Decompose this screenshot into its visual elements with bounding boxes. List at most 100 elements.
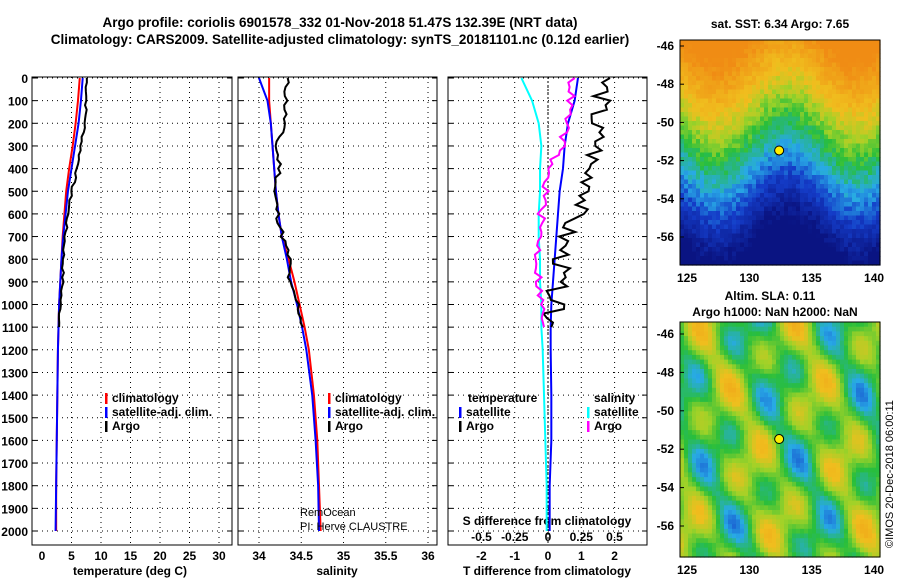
difference-line-2 [520,77,548,531]
x2-tick-label: 0 [545,530,552,544]
temperature-legend-swatch [105,393,108,404]
salinity-line-1 [258,77,320,532]
y-tick-label: 500 [8,185,28,199]
temperature-line-1 [54,77,84,532]
y-tick-label: 200 [8,117,28,131]
sst-map-x-tick: 140 [864,271,884,285]
x-tick-label: 35.5 [374,549,398,563]
sla-map-argo-marker [774,434,785,445]
x-tick-label: 25 [183,549,197,563]
x-tick-label: 5 [68,549,75,563]
sst-map-x-tick: 130 [739,271,759,285]
sst-map-argo-marker [774,145,785,156]
sla-map-y-tick: -50 [657,404,675,418]
salinity-line-0 [268,78,322,532]
legend-title-salinity: salinity [594,391,636,405]
sla-map-y-tick: -48 [657,365,675,379]
y-tick-label: 1200 [1,344,28,358]
x-tick-label: -2 [476,549,487,563]
y-tick-label: 800 [8,253,28,267]
sst-map-y-tick: -54 [657,192,675,206]
temperature-line-2 [57,77,88,328]
temperature-legend-label: satellite-adj. clim. [112,405,212,419]
y-tick-label: 1300 [1,366,28,380]
temperature-legend-label: climatology [112,391,179,405]
sdiff-legend-swatch [587,407,590,418]
sla-map-title-2: Argo h1000: NaN h2000: NaN [692,305,857,319]
salinity-legend-label: satellite-adj. clim. [335,405,435,419]
salinity-legend-swatch [328,393,331,404]
temperature-legend-swatch [105,407,108,418]
sdiff-legend-swatch [587,421,590,432]
title-line-1: Argo profile: coriolis 6901578_332 01-No… [103,15,578,30]
salinity-line-2 [273,77,304,328]
x-tick-label: 0 [545,549,552,563]
x-tick-label: 34 [252,549,266,563]
tdiff-legend-label: satellite [466,405,511,419]
tdiff-legend-swatch [459,407,462,418]
sst-map-y-tick: -48 [657,77,675,91]
sla-map-x-tick: 140 [864,563,884,577]
salinity-legend-swatch [328,421,331,432]
legend-title-temperature: temperature [468,391,538,405]
plot-frame [31,76,233,546]
x-tick-label: 30 [212,549,226,563]
sst-map-frame [679,39,881,266]
salinity-legend-label: Argo [335,419,363,433]
sst-map-x-tick: 135 [802,271,822,285]
plot-frame [237,76,438,546]
sla-map-y-tick: -56 [657,519,675,533]
difference-line-3 [533,77,577,328]
tdiff-legend-label: Argo [466,419,494,433]
y-tick-label: 400 [8,163,28,177]
sla-map-x-tick: 135 [802,563,822,577]
salinity-legend-label: climatology [335,391,402,405]
sla-map-x-tick: 125 [677,563,697,577]
x-axis-label: salinity [316,564,358,578]
sdiff-legend-label: Argo [594,419,622,433]
y-tick-label: 1500 [1,412,28,426]
x-tick-label: 20 [153,549,167,563]
x2-tick-label: 0.5 [606,530,623,544]
y-tick-label: 0 [21,72,28,86]
temperature-legend-label: Argo [112,419,140,433]
sla-map-frame [679,321,881,558]
y-tick-label: 1800 [1,480,28,494]
x-axis-label: T difference from climatology [463,564,631,578]
x-tick-label: 0 [39,549,46,563]
y-tick-label: 1700 [1,457,28,471]
y-tick-label: 2000 [1,525,28,539]
x-tick-label: -1 [509,549,520,563]
x2-tick-label: -0.5 [471,530,492,544]
y-tick-label: 100 [8,95,28,109]
sla-map-x-tick: 130 [739,563,759,577]
x-axis-label: temperature (deg C) [73,564,187,578]
y-tick-label: 700 [8,231,28,245]
sst-map-y-tick: -52 [657,154,675,168]
sst-map-title: sat. SST: 6.34 Argo: 7.65 [711,17,850,31]
sla-map-y-tick: -54 [657,481,675,495]
x-tick-label: 2 [611,549,618,563]
x2-tick-label: -0.25 [501,530,529,544]
x-tick-label: 10 [94,549,108,563]
salinity-legend-swatch [328,407,331,418]
sst-map-y-tick: -46 [657,39,675,53]
x-tick-label: 1 [578,549,585,563]
y-tick-label: 300 [8,140,28,154]
y-tick-label: 900 [8,276,28,290]
y-tick-label: 600 [8,208,28,222]
annotation-pi: PI: Herve CLAUSTRE [300,521,408,533]
x-tick-label: 35 [337,549,351,563]
x-tick-label: 15 [124,549,138,563]
y-tick-label: 1900 [1,502,28,516]
title-line-2: Climatology: CARS2009. Satellite-adjuste… [51,32,629,47]
x-tick-label: 36 [421,549,435,563]
tdiff-legend-swatch [459,421,462,432]
y-tick-label: 1000 [1,299,28,313]
annotation-remocean: RemOcean [300,507,356,519]
sst-map-image [680,40,881,266]
y-tick-label: 1100 [2,321,28,335]
sla-map-y-tick: -46 [657,327,675,341]
